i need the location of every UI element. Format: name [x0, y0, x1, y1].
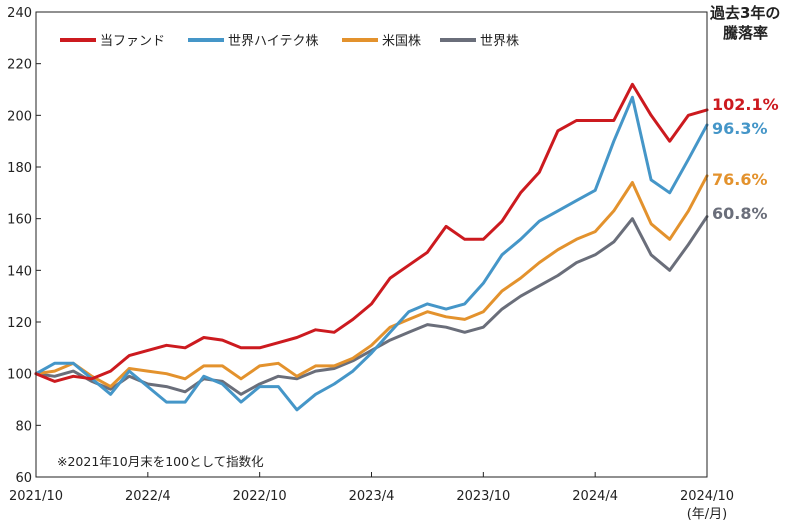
- plot-frame: [35, 11, 708, 478]
- x-tick-label: 2021/10: [9, 489, 63, 504]
- side-title-line-2: 騰落率: [723, 24, 768, 42]
- note-text: ※2021年10月末を100として指数化: [57, 454, 264, 469]
- x-tick-label: 2024/4: [572, 489, 618, 504]
- end-label: 102.1%: [712, 95, 779, 114]
- x-axis-ticks: 2021/10 2022/4 2022/10 2023/4 2023/10 2024/4 2…: [9, 472, 734, 504]
- side-title-line-1: 過去3年の: [709, 4, 780, 22]
- end-label: 96.3%: [712, 119, 768, 138]
- y-tick-label: 60: [15, 471, 32, 486]
- x-unit-label: (年/月): [687, 507, 728, 522]
- legend: 当ファンド 世界ハイテク株 米国株 世界株: [60, 34, 519, 49]
- end-label: 76.6%: [712, 170, 768, 189]
- series-line-2: [34, 174, 709, 389]
- x-tick-label: 2022/10: [233, 489, 287, 504]
- x-tick-label: 2023/4: [349, 489, 395, 504]
- x-tick-label: 2022/4: [125, 489, 171, 504]
- series-line-3: [34, 215, 709, 396]
- legend-label: 当ファンド: [100, 34, 165, 49]
- y-tick-label: 80: [15, 419, 32, 434]
- y-tick-label: 200: [7, 109, 32, 124]
- series-lines: [34, 82, 709, 412]
- legend-label: 世界株: [480, 34, 519, 49]
- y-tick-label: 160: [7, 213, 32, 228]
- y-tick-label: 180: [7, 161, 32, 176]
- y-axis-ticks: 60 80 100 120 140 160 180 200 220 240: [7, 6, 41, 486]
- y-tick-label: 140: [7, 264, 32, 279]
- series-line-1: [34, 95, 709, 412]
- end-label: 60.8%: [712, 204, 768, 223]
- y-tick-label: 240: [7, 6, 32, 21]
- y-tick-label: 120: [7, 316, 32, 331]
- y-tick-label: 220: [7, 58, 32, 73]
- end-labels: 102.1% 96.3% 76.6% 60.8%: [712, 95, 779, 223]
- legend-label: 米国株: [382, 34, 421, 49]
- series-line-0: [34, 82, 709, 383]
- legend-label: 世界ハイテク株: [228, 34, 318, 49]
- y-tick-label: 100: [7, 368, 32, 383]
- x-tick-label: 2023/10: [456, 489, 510, 504]
- x-tick-label: 2024/10: [680, 489, 734, 504]
